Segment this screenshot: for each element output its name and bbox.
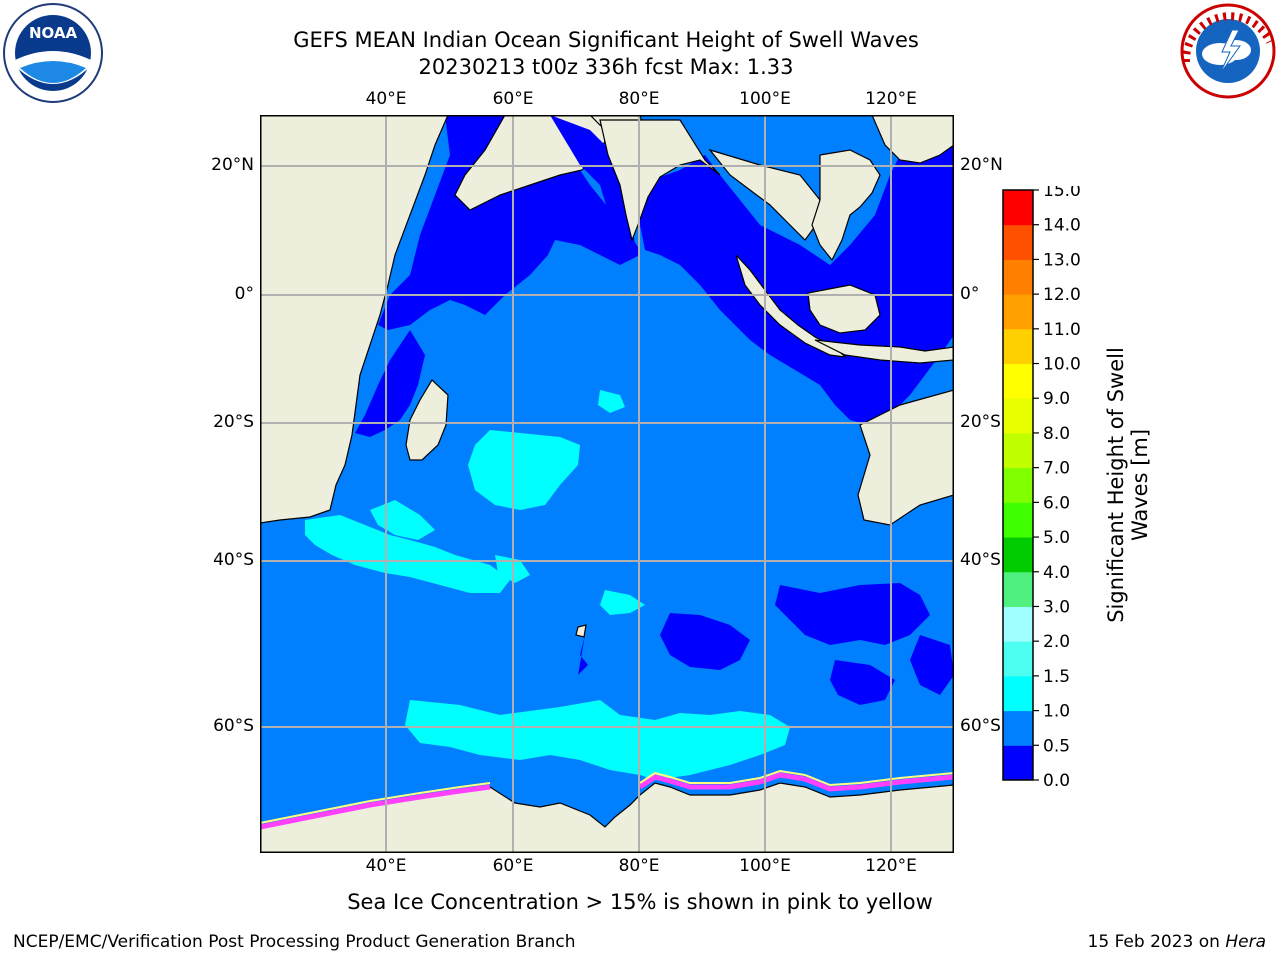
colorbar-swatch xyxy=(1003,675,1033,712)
colorbar-swatch xyxy=(1003,467,1033,503)
colorbar-swatch xyxy=(1003,745,1033,781)
footer-host: Hera xyxy=(1225,932,1266,952)
colorbar-tick-label: 1.0 xyxy=(1043,702,1070,722)
colorbar-tick-label: 15.0 xyxy=(1043,186,1080,201)
colorbar-swatch xyxy=(1003,328,1033,365)
colorbar-tick-label: 11.0 xyxy=(1043,320,1080,340)
lat-tick-right: 60°S xyxy=(960,716,1001,736)
colorbar-tick-label: 7.0 xyxy=(1043,459,1070,479)
lon-tick-bottom: 40°E xyxy=(365,856,407,876)
colorbar-tick-label: 6.0 xyxy=(1043,493,1070,513)
noaa-logo: NOAA xyxy=(3,3,103,103)
colorbar-swatch xyxy=(1003,571,1033,607)
map-frame xyxy=(260,115,954,853)
lat-tick-left: 20°N xyxy=(211,155,254,175)
colorbar-tick-label: 1.5 xyxy=(1043,667,1070,687)
lon-tick-bottom: 80°E xyxy=(618,856,660,876)
nws-logo xyxy=(1180,3,1276,99)
colorbar-swatch xyxy=(1003,363,1033,399)
colorbar-tick-label: 12.0 xyxy=(1043,285,1080,305)
lat-tick-left: 60°S xyxy=(213,716,254,736)
colorbar-swatch xyxy=(1003,641,1033,677)
footer-organization: NCEP/EMC/Verification Post Processing Pr… xyxy=(13,932,576,952)
chart-subtitle: 20230213 t00z 336h fcst Max: 1.33 xyxy=(418,55,794,79)
colorbar-tick-label: 10.0 xyxy=(1043,355,1080,375)
colorbar-tick-label: 0.0 xyxy=(1043,771,1070,786)
sea-ice-edge xyxy=(260,769,954,830)
colorbar-tick-label: 2.0 xyxy=(1043,632,1070,652)
colorbar-tick-label: 5.0 xyxy=(1043,528,1070,548)
noaa-logo-text: NOAA xyxy=(29,24,78,42)
colorbar-swatch xyxy=(1003,224,1033,260)
colorbar-swatch xyxy=(1003,502,1033,538)
lat-tick-left: 0° xyxy=(234,284,254,304)
colorbar-tick-label: 13.0 xyxy=(1043,250,1080,270)
lat-tick-left: 20°S xyxy=(213,412,254,432)
colorbar-label-line2: Waves [m] xyxy=(1128,428,1152,542)
lon-tick-top: 120°E xyxy=(865,89,917,109)
colorbar-tick-label: 9.0 xyxy=(1043,389,1070,409)
colorbar-swatch xyxy=(1003,398,1033,434)
colorbar-tick-label: 14.0 xyxy=(1043,216,1080,236)
colorbar-swatch xyxy=(1003,606,1033,642)
lat-tick-left: 40°S xyxy=(213,550,254,570)
lat-tick-right: 20°S xyxy=(960,412,1001,432)
lon-tick-top: 100°E xyxy=(739,89,791,109)
lon-tick-top: 80°E xyxy=(618,89,660,109)
sea-ice-note: Sea Ice Concentration > 15% is shown in … xyxy=(347,890,933,914)
colorbar-tick-label: 8.0 xyxy=(1043,424,1070,444)
lon-tick-top: 60°E xyxy=(492,89,534,109)
lon-tick-bottom: 60°E xyxy=(492,856,534,876)
colorbar-swatch xyxy=(1003,294,1033,330)
footer-date: 15 Feb 2023 on Hera xyxy=(1088,932,1266,952)
colorbar-swatch xyxy=(1003,537,1033,573)
colorbar-frame xyxy=(1002,189,1034,781)
chart-title: GEFS MEAN Indian Ocean Significant Heigh… xyxy=(293,28,919,52)
lon-tick-top: 40°E xyxy=(365,89,407,109)
swell-height-map xyxy=(260,115,954,853)
lat-tick-right: 40°S xyxy=(960,550,1001,570)
colorbar-swatch xyxy=(1003,432,1033,469)
colorbar-swatch xyxy=(1003,710,1033,746)
lon-tick-bottom: 120°E xyxy=(865,856,917,876)
map-gridlines xyxy=(260,115,954,853)
colorbar-swatch xyxy=(1003,190,1033,226)
colorbar-tick-label: 0.5 xyxy=(1043,736,1070,756)
lat-tick-right: 0° xyxy=(960,284,980,304)
colorbar-label: Significant Height of Swell Waves [m] xyxy=(1104,347,1152,623)
lon-tick-bottom: 100°E xyxy=(739,856,791,876)
colorbar-swatch xyxy=(1003,259,1033,295)
colorbar: 0.0 0.5 1.0 1.5 2.0 3.0 4.0 5.0 6.0 7.0 8.0 9.0 10.0… xyxy=(1002,186,1080,786)
colorbar-label-line1: Significant Height of Swell xyxy=(1104,347,1128,623)
colorbar-tick-label: 4.0 xyxy=(1043,563,1070,583)
footer-date-text: 15 Feb 2023 on xyxy=(1087,932,1226,952)
colorbar-tick-label: 3.0 xyxy=(1043,597,1070,617)
lat-tick-right: 20°N xyxy=(960,155,1003,175)
